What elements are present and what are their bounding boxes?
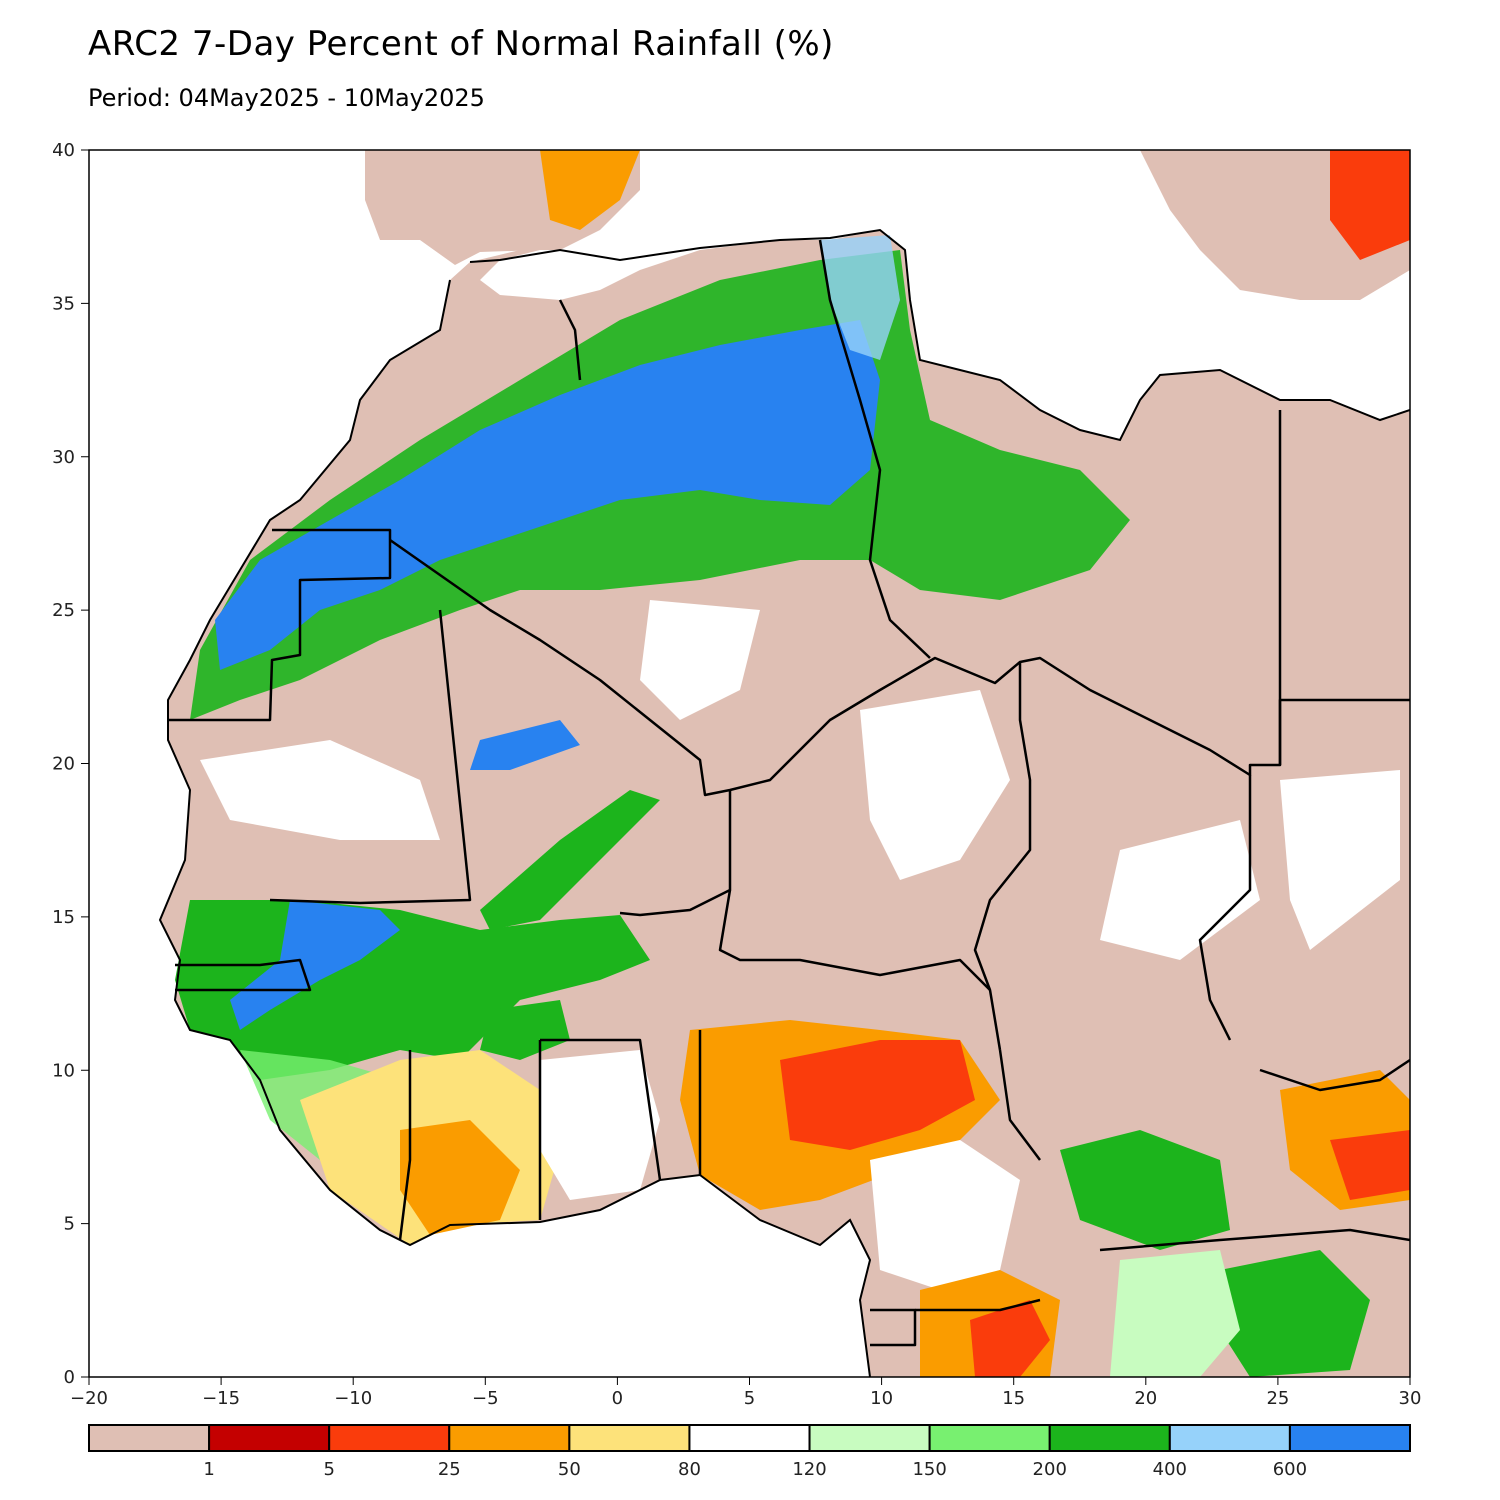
- white-ivory-coast: [540, 1050, 660, 1200]
- white-central-africa: [870, 1140, 1020, 1290]
- legend-label: 400: [1153, 1459, 1187, 1480]
- map-subtitle: Period: 04May2025 - 10May2025: [88, 84, 485, 112]
- white-patches-sahara-a: [640, 600, 760, 720]
- light-green-drc: [1110, 1250, 1240, 1377]
- y-tick-label: 30: [52, 447, 75, 468]
- legend-label: 200: [1033, 1459, 1067, 1480]
- y-axis: 0 5 10 15 20 25 30 35 40: [52, 140, 89, 1388]
- legend-swatch: [928, 1424, 1051, 1452]
- x-tick-label: 0: [612, 1388, 623, 1409]
- y-tick-label: 35: [52, 293, 75, 314]
- legend-label: 25: [438, 1459, 461, 1480]
- orange-iberia: [540, 150, 640, 230]
- x-tick-label: 20: [1134, 1388, 1157, 1409]
- legend-label: 120: [792, 1459, 826, 1480]
- legend-label: 150: [912, 1459, 946, 1480]
- map-layers: [158, 150, 1410, 1377]
- legend-label: 80: [678, 1459, 701, 1480]
- legend-label: 5: [323, 1459, 334, 1480]
- x-tick-label: −10: [334, 1388, 372, 1409]
- x-tick-label: 5: [744, 1388, 755, 1409]
- legend-swatch: [328, 1424, 451, 1452]
- x-axis: −20 −15 −10 −5 0 5 10 15 20 25 30: [70, 1377, 1421, 1409]
- x-tick-label: 15: [1002, 1388, 1025, 1409]
- y-tick-label: 40: [52, 140, 75, 161]
- green-drc: [1220, 1250, 1370, 1377]
- legend-swatch: [1288, 1424, 1411, 1452]
- legend-label: 50: [558, 1459, 581, 1480]
- white-patches-sahara-b: [860, 690, 1010, 880]
- y-tick-label: 20: [52, 754, 75, 775]
- legend-label: 600: [1273, 1459, 1307, 1480]
- x-tick-label: 30: [1399, 1388, 1422, 1409]
- blue-band-north: [215, 320, 880, 670]
- x-tick-label: −15: [202, 1388, 240, 1409]
- x-tick-label: 25: [1266, 1388, 1289, 1409]
- green-ghana-north: [480, 1000, 570, 1060]
- red-balkans: [1330, 150, 1410, 260]
- legend-swatch: [808, 1424, 931, 1452]
- color-legend: 1 5 25 50 80 120 150 200 400 600: [88, 1424, 1411, 1480]
- y-tick-label: 25: [52, 600, 75, 621]
- legend-swatch: [568, 1424, 691, 1452]
- red-east: [1330, 1130, 1410, 1200]
- blue-west-africa: [230, 900, 400, 1030]
- y-tick-label: 5: [64, 1214, 75, 1235]
- red-gabon: [970, 1300, 1050, 1377]
- green-streak-mali: [480, 790, 660, 930]
- legend-swatch: [448, 1424, 571, 1452]
- coastline: [158, 279, 872, 1377]
- legend-swatch: [208, 1424, 331, 1452]
- white-patches-sahara-d: [1280, 770, 1400, 950]
- legend-swatch: [1048, 1424, 1171, 1452]
- green-central-africa: [1060, 1130, 1230, 1250]
- y-tick-label: 10: [52, 1060, 75, 1081]
- blue-patch-mauritania: [470, 720, 580, 770]
- y-tick-label: 0: [64, 1367, 75, 1388]
- legend-swatch: [1168, 1424, 1291, 1452]
- country-borders: [168, 239, 1410, 1347]
- coastline-north: [469, 228, 1410, 442]
- white-patches-sahara-c: [1100, 820, 1260, 960]
- white-patches-sahara-e: [200, 740, 440, 840]
- x-tick-label: −5: [472, 1388, 499, 1409]
- light-blue-band: [820, 235, 900, 360]
- orange-guinea-coast: [400, 1120, 520, 1235]
- map-title: ARC2 7-Day Percent of Normal Rainfall (%…: [88, 24, 834, 64]
- x-tick-label: 10: [870, 1388, 893, 1409]
- legend-swatch: [88, 1424, 211, 1452]
- y-tick-label: 15: [52, 907, 75, 928]
- red-nigeria: [780, 1040, 975, 1150]
- legend-label: 1: [203, 1459, 214, 1480]
- legend-swatch: [688, 1424, 811, 1452]
- x-tick-label: −20: [70, 1388, 108, 1409]
